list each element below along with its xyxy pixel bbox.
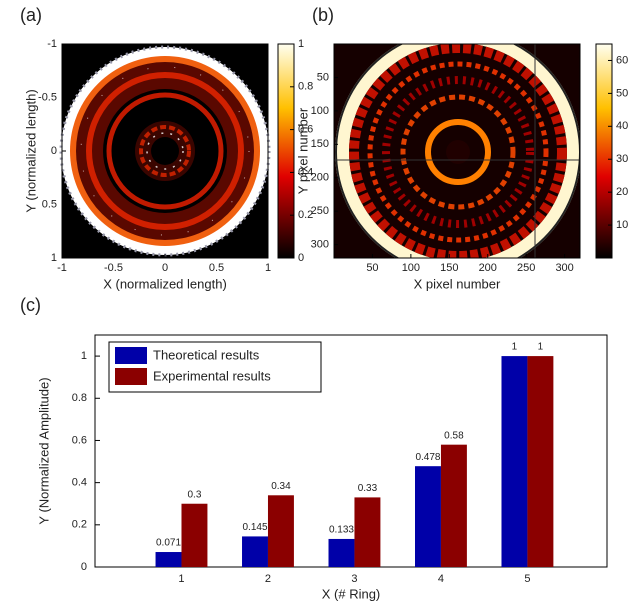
y-tick-label: 0.5 — [42, 198, 57, 210]
value-label: 0.34 — [271, 481, 291, 492]
bar — [242, 536, 268, 567]
x-tick-label: 1 — [178, 573, 184, 585]
y-tick-label: 1 — [81, 350, 87, 362]
colorbar-b — [596, 44, 612, 258]
x-axis-label: X (# Ring) — [322, 586, 381, 601]
y-tick-label: -0.5 — [38, 91, 57, 103]
y-axis-label: Y (Normalized Amplitude) — [36, 377, 51, 524]
y-tick-label: 50 — [317, 71, 329, 83]
colorbar-tick-label: 20 — [616, 186, 628, 198]
colorbar-tick-label: 30 — [616, 153, 628, 165]
panel-label: (b) — [312, 5, 334, 25]
bar — [441, 445, 467, 567]
x-tick-label: 4 — [438, 573, 444, 585]
x-tick-label: 0 — [162, 262, 168, 274]
value-label: 0.58 — [444, 430, 464, 441]
y-tick-label: 0.2 — [72, 519, 87, 531]
y-tick-label: 0.8 — [72, 392, 87, 404]
value-label: 0.478 — [415, 452, 440, 463]
colorbar-tick-label: 10 — [616, 219, 628, 231]
heatmap-b-image — [334, 30, 580, 274]
x-tick-label: 1 — [265, 262, 271, 274]
bar — [181, 504, 207, 567]
x-tick-label: 200 — [479, 262, 497, 274]
colorbar-tick-label: 0.8 — [298, 81, 313, 93]
legend-swatch — [115, 347, 147, 364]
x-tick-label: -0.5 — [104, 262, 123, 274]
y-axis-label: Y (normalized length) — [23, 89, 38, 212]
colorbar-a — [278, 44, 294, 258]
value-label: 1 — [512, 342, 518, 353]
value-label: 0.133 — [329, 525, 354, 536]
bar — [329, 539, 355, 567]
x-axis-label: X pixel number — [414, 276, 501, 291]
bar — [156, 552, 182, 567]
x-tick-label: 0.5 — [209, 262, 224, 274]
y-tick-label: 150 — [311, 138, 329, 150]
colorbar-tick-label: 40 — [616, 120, 628, 132]
value-label: 0.145 — [242, 522, 267, 533]
x-tick-label: 50 — [366, 262, 378, 274]
value-label: 0.33 — [358, 483, 378, 494]
legend-label: Experimental results — [153, 368, 271, 383]
value-label: 0.3 — [188, 489, 202, 500]
panel-label: (c) — [20, 295, 41, 315]
colorbar-tick-label: 1 — [298, 38, 304, 50]
y-tick-label: 300 — [311, 239, 329, 251]
panel-label: (a) — [20, 5, 42, 25]
value-label: 0.071 — [156, 538, 181, 549]
y-tick-label: 200 — [311, 172, 329, 184]
legend-swatch — [115, 368, 147, 385]
x-tick-label: 150 — [440, 262, 458, 274]
heatmap-a-image — [61, 44, 269, 258]
y-tick-label: 0 — [51, 145, 57, 157]
bar — [501, 356, 527, 567]
x-tick-label: 3 — [351, 573, 357, 585]
colorbar-tick-label: 0 — [298, 252, 304, 264]
colorbar-tick-label: 50 — [616, 87, 628, 99]
y-tick-label: 0.6 — [72, 434, 87, 446]
colorbar-tick-label: 60 — [616, 54, 628, 66]
x-tick-label: 300 — [555, 262, 573, 274]
y-tick-label: 250 — [311, 205, 329, 217]
bar — [354, 497, 380, 567]
value-label: 1 — [538, 342, 544, 353]
figure: (a)-1-0.500.51-1-0.500.5100.20.40.60.81X… — [0, 0, 628, 602]
y-tick-label: 0 — [81, 561, 87, 573]
y-tick-label: 0.4 — [72, 477, 87, 489]
bar — [415, 466, 441, 567]
x-tick-label: -1 — [57, 262, 67, 274]
y-tick-label: -1 — [47, 38, 57, 50]
x-tick-label: 250 — [517, 262, 535, 274]
bar — [527, 356, 553, 567]
y-axis-label: Y pixel number — [295, 107, 310, 194]
x-tick-label: 100 — [402, 262, 420, 274]
legend-label: Theoretical results — [153, 347, 260, 362]
x-axis-label: X (normalized length) — [103, 276, 227, 291]
y-tick-label: 1 — [51, 252, 57, 264]
bar — [268, 495, 294, 567]
y-tick-label: 100 — [311, 105, 329, 117]
x-tick-label: 2 — [265, 573, 271, 585]
x-tick-label: 5 — [524, 573, 530, 585]
